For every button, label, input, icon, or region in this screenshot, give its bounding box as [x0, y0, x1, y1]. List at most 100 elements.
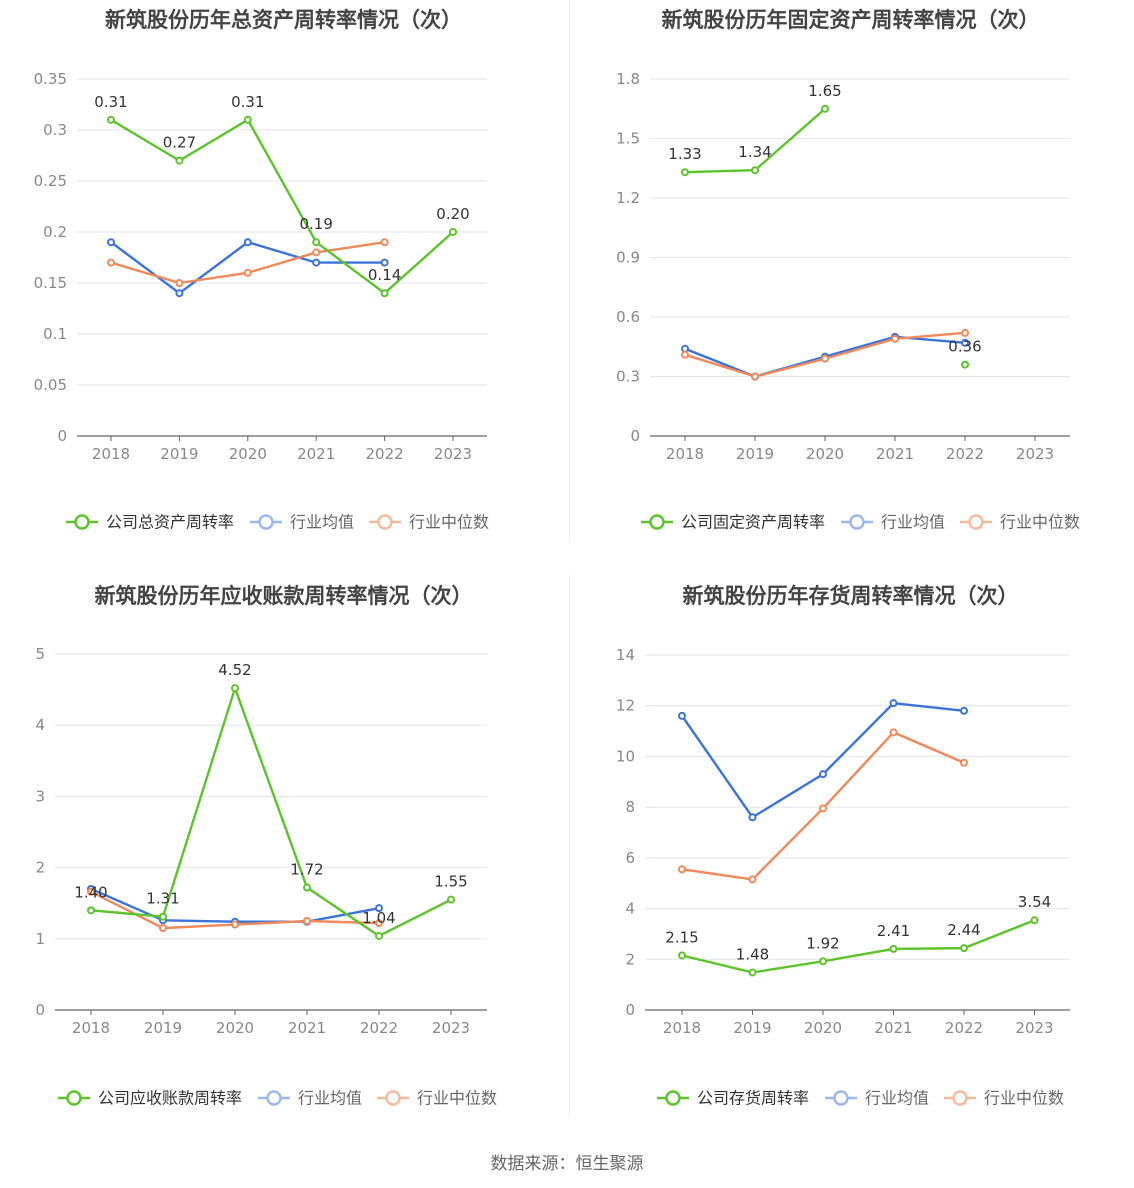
data-point-avg[interactable]: [375, 904, 383, 913]
data-point-median[interactable]: [243, 268, 252, 277]
data-point-company[interactable]: [961, 360, 969, 369]
data-point-median[interactable]: [889, 728, 898, 737]
data-label: 2.41: [877, 922, 910, 940]
data-point-company[interactable]: [819, 957, 827, 966]
data-point-company[interactable]: [107, 115, 115, 124]
data-point-company[interactable]: [821, 104, 829, 113]
data-point-median[interactable]: [375, 919, 383, 928]
data-point-company[interactable]: [889, 944, 898, 953]
y-tick-label: 0: [625, 1001, 635, 1019]
series-line-avg: [681, 701, 965, 819]
legend-item-avg[interactable]: 行业均值: [250, 513, 354, 532]
data-point-company[interactable]: [303, 883, 311, 892]
data-point-company[interactable]: [960, 944, 968, 953]
x-tick-label: 2018: [663, 1019, 701, 1037]
y-tick-label: 0.9: [616, 249, 640, 267]
data-point-median[interactable]: [678, 865, 686, 874]
legend-item-company[interactable]: 公司固定资产周转率: [641, 513, 825, 532]
data-point-company[interactable]: [87, 906, 95, 915]
legend-item-avg[interactable]: 行业均值: [258, 1089, 362, 1108]
y-tick-label: 1.8: [616, 70, 640, 88]
data-point-avg[interactable]: [107, 238, 115, 247]
data-point-company[interactable]: [243, 115, 252, 124]
data-point-company[interactable]: [312, 238, 321, 247]
data-point-median[interactable]: [107, 258, 115, 267]
x-tick-label: 2020: [806, 445, 844, 463]
y-tick-label: 0: [57, 427, 67, 445]
legend-item-median[interactable]: 行业中位数: [960, 513, 1080, 532]
data-point-avg[interactable]: [312, 258, 321, 267]
data-point-avg[interactable]: [380, 258, 389, 267]
data-label: 1.92: [806, 934, 839, 952]
y-tick-label: 0: [35, 1001, 45, 1019]
data-point-median[interactable]: [891, 334, 899, 343]
data-point-avg[interactable]: [175, 289, 184, 298]
data-point-avg[interactable]: [819, 770, 827, 779]
data-point-company[interactable]: [751, 166, 759, 175]
x-tick-label: 2021: [874, 1019, 912, 1037]
data-point-median[interactable]: [87, 887, 95, 896]
legend-label: 行业均值: [290, 513, 354, 532]
legend-item-median[interactable]: 行业中位数: [369, 513, 489, 532]
chart-svg-receivables-turnover: 0 1 2 3 4 5 2018 2019 2020 2021 2022 2023 1.40 1.31 4.…: [35, 645, 497, 1108]
data-point-median[interactable]: [175, 279, 184, 287]
data-point-median[interactable]: [751, 372, 759, 381]
data-point-median[interactable]: [312, 248, 321, 257]
data-point-company[interactable]: [748, 968, 757, 977]
x-tick-label: 2021: [876, 445, 914, 463]
data-point-median[interactable]: [961, 328, 969, 337]
data-point-avg[interactable]: [678, 711, 686, 720]
data-point-median[interactable]: [380, 238, 389, 247]
data-point-avg[interactable]: [748, 813, 757, 822]
data-point-avg[interactable]: [243, 238, 252, 247]
legend-item-company[interactable]: 公司存货周转率: [657, 1089, 809, 1108]
data-point-company[interactable]: [375, 931, 383, 940]
y-tick-label: 6: [625, 849, 635, 867]
legend-item-avg[interactable]: 行业均值: [825, 1089, 929, 1108]
y-tick-label: 0.3: [616, 368, 640, 386]
data-point-company[interactable]: [231, 684, 239, 693]
legend-item-avg[interactable]: 行业均值: [841, 513, 945, 532]
chart-panel-total-asset-turnover: 新筑股份历年总资产周转率情况（次） 0 0.05 0.1 0.15 0.2 0.25 0.3…: [0, 0, 567, 576]
data-point-company[interactable]: [449, 228, 457, 236]
data-point-company[interactable]: [175, 156, 184, 165]
data-point-median[interactable]: [819, 804, 827, 813]
data-point-avg[interactable]: [960, 706, 968, 715]
legend-item-company[interactable]: 公司总资产周转率: [66, 513, 234, 532]
data-point-median[interactable]: [821, 354, 829, 363]
data-label: 1.33: [668, 145, 701, 163]
x-tick-label: 2019: [160, 445, 198, 463]
series-line-avg: [90, 887, 380, 923]
data-point-company[interactable]: [159, 912, 167, 921]
data-point-avg[interactable]: [961, 338, 969, 347]
legend-item-company[interactable]: 公司应收账款周转率: [58, 1089, 242, 1108]
legend-marker-icon: [665, 1090, 681, 1106]
legend-item-median[interactable]: 行业中位数: [944, 1089, 1064, 1108]
y-tick-label: 1.2: [616, 189, 640, 207]
x-tick-label: 2022: [366, 445, 404, 463]
y-tick-label: 0.3: [43, 121, 67, 139]
chart-panel-fixed-asset-turnover: 新筑股份历年固定资产周转率情况（次） 0 0.3 0.6 0.9 1.2 1.5 1.8 20…: [567, 0, 1134, 576]
legend-label: 行业均值: [298, 1089, 362, 1108]
legend-marker-icon: [377, 514, 393, 530]
data-point-company[interactable]: [681, 168, 689, 177]
data-point-median[interactable]: [231, 920, 239, 929]
data-point-median[interactable]: [748, 875, 757, 884]
y-tick-label: 0.6: [616, 308, 640, 326]
data-point-company[interactable]: [447, 895, 455, 904]
y-tick-label: 12: [616, 697, 635, 715]
data-point-median[interactable]: [159, 924, 167, 933]
data-point-company[interactable]: [1030, 916, 1039, 925]
vertical-divider-bottom: [569, 575, 570, 1117]
chart-title: 新筑股份历年存货周转率情况（次）: [682, 584, 1019, 608]
data-point-median[interactable]: [303, 917, 311, 925]
data-point-avg[interactable]: [889, 699, 898, 708]
data-point-median[interactable]: [681, 350, 689, 359]
legend-marker-icon: [833, 1090, 849, 1106]
legend-label: 行业中位数: [984, 1089, 1064, 1108]
data-point-median[interactable]: [960, 758, 968, 767]
data-point-company[interactable]: [678, 951, 686, 960]
data-label: 2.15: [665, 928, 698, 946]
data-point-company[interactable]: [380, 289, 389, 298]
legend-item-median[interactable]: 行业中位数: [377, 1089, 497, 1108]
